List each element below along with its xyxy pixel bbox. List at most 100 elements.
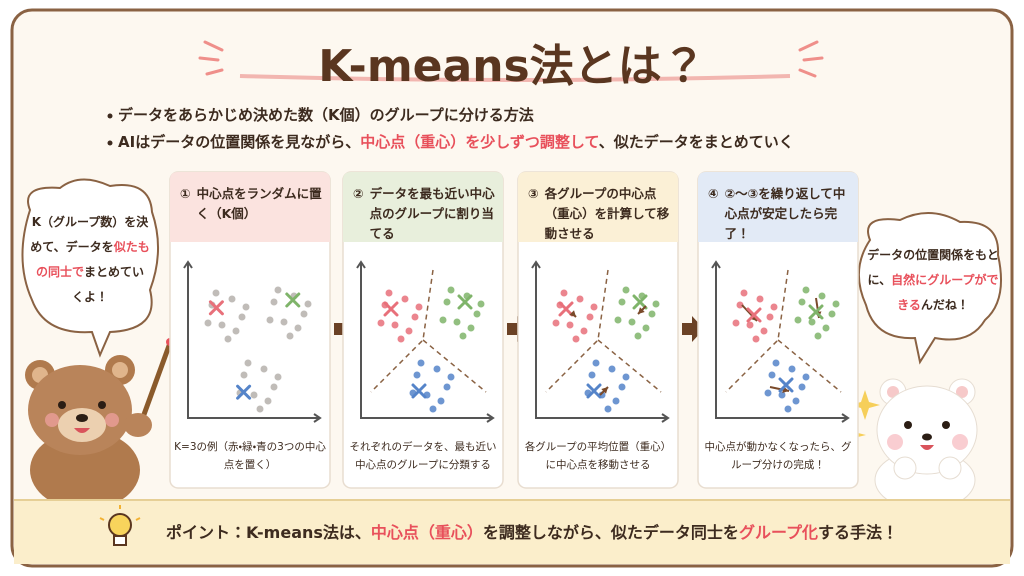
boundary [370, 269, 487, 393]
data-point [397, 335, 405, 343]
data-point [377, 319, 385, 327]
step-title: データを最も近い中心点のグループに割り当てる [369, 186, 495, 241]
axes [187, 262, 320, 419]
data-point [798, 383, 806, 391]
data-point [417, 359, 425, 367]
data-point [798, 298, 806, 306]
centroid [558, 301, 574, 317]
data-point [270, 383, 278, 391]
data-point [634, 332, 642, 340]
text-segment: K-means法は、 [246, 523, 371, 542]
data-point [740, 289, 748, 297]
data-point [552, 319, 560, 327]
title: K-means法とは？ [318, 41, 706, 92]
data-point [473, 310, 481, 318]
data-point [608, 365, 616, 373]
axes [360, 262, 493, 419]
right-speech-bubble [857, 211, 1002, 365]
data-point [832, 300, 840, 308]
step-caption: それぞれのデータを、最も近い中心点のグループに分類する [349, 441, 497, 471]
centroid [411, 383, 427, 399]
left-speech-bubble [21, 178, 159, 358]
data-point [274, 373, 282, 381]
data-point [778, 391, 786, 399]
data-point [467, 324, 475, 332]
data-point [746, 321, 754, 329]
arrow-head [601, 387, 608, 394]
data-point [280, 318, 288, 326]
data-point [266, 316, 274, 324]
data-point [622, 286, 630, 294]
data-point [385, 289, 393, 297]
data-point [618, 383, 626, 391]
flow-arrow [682, 316, 704, 342]
title-underline [239, 74, 791, 82]
data-point [642, 324, 650, 332]
card-header [343, 172, 503, 242]
data-point [560, 289, 568, 297]
point-bar [14, 500, 1010, 564]
data-point [788, 365, 796, 373]
step-card [342, 171, 504, 489]
boundary [545, 269, 662, 393]
data-point [736, 301, 744, 309]
data-point [242, 303, 250, 311]
centroid [236, 384, 252, 400]
centroid [778, 377, 794, 393]
data-point [429, 405, 437, 413]
data-point [808, 318, 816, 326]
text-segment: AIはデータの位置関係を見ながら、 [118, 133, 361, 151]
data-point [244, 359, 252, 367]
boundary [725, 269, 842, 393]
card-header [698, 172, 858, 242]
step-header: ③ 各グループの中心点（重心）を計算して移動させる [528, 184, 674, 244]
text-segment: んだね！ [920, 298, 969, 312]
step-header: ④ ②〜③を繰り返して中心点が安定したら完了！ [708, 184, 854, 244]
data-point [437, 397, 445, 405]
brown-bear [25, 338, 174, 510]
data-point [612, 397, 620, 405]
data-point [588, 371, 596, 379]
data-point [304, 300, 312, 308]
step-number: ③ [528, 186, 539, 201]
text-segment: ポイント： [166, 523, 247, 542]
data-point [415, 303, 423, 311]
data-point [586, 313, 594, 321]
data-point [443, 298, 451, 306]
text-segment: データの位置関係をもとに、 [867, 248, 999, 287]
text-segment: を調整しながら、似たデータ同士を [482, 523, 739, 542]
data-point [401, 295, 409, 303]
centroid [383, 301, 399, 317]
data-point [802, 286, 810, 294]
step-caption: 各グループの平均位置（重心）に中心点を移動させる [524, 441, 672, 471]
card-header [170, 172, 330, 242]
text-segment: 自然に [891, 273, 928, 287]
data-point [618, 298, 626, 306]
data-point [300, 310, 308, 318]
data-point [256, 405, 264, 413]
data-point [648, 310, 656, 318]
data-point [270, 298, 278, 306]
centroid [746, 307, 762, 323]
data-point [760, 327, 768, 335]
centroid [208, 300, 224, 316]
step-card [697, 171, 859, 489]
data-point [224, 335, 232, 343]
step-caption: 中心点が動かなくなったら、グループ分けの完成！ [704, 441, 852, 471]
axes [535, 262, 668, 419]
text-segment: 中心点（重心） [370, 523, 483, 542]
text-segment: する手法！ [817, 523, 898, 542]
step-number: ④ [708, 186, 719, 201]
text-segment: まとめていくよ！ [71, 265, 145, 304]
data-point [752, 335, 760, 343]
data-point [614, 316, 622, 324]
step-header: ① 中心点をランダムに置く（K個） [180, 184, 326, 224]
card-header [518, 172, 678, 242]
data-point [764, 389, 772, 397]
data-point [802, 373, 810, 381]
data-point [204, 319, 212, 327]
step-header: ② データを最も近い中心点のグループに割り当てる [353, 184, 499, 244]
data-point [260, 365, 268, 373]
data-point [264, 397, 272, 405]
